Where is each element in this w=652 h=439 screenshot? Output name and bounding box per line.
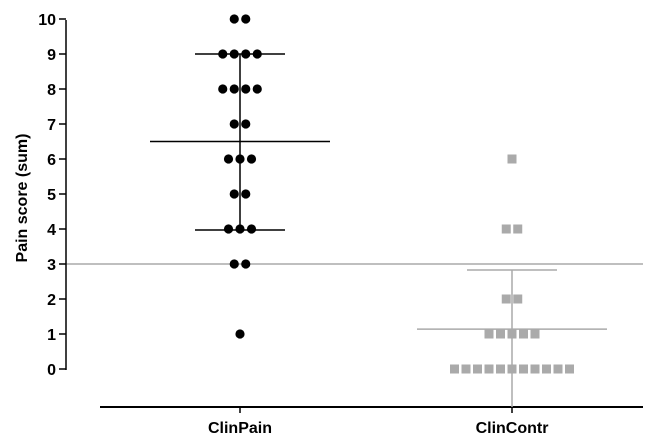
data-point (246, 224, 257, 234)
y-tick-label: 9 (47, 47, 56, 64)
data-point (507, 329, 517, 339)
data-point (501, 294, 511, 304)
x-category-label: ClinPain (208, 420, 272, 437)
data-point (507, 154, 517, 164)
data-point (241, 259, 251, 269)
data-point (519, 364, 528, 374)
data-point (229, 259, 239, 269)
y-tick-label: 10 (38, 12, 56, 29)
data-point (473, 364, 482, 374)
data-point (241, 189, 251, 199)
data-point (553, 364, 563, 374)
data-point (218, 49, 228, 59)
y-tick-label: 4 (47, 222, 56, 239)
x-category-labels: ClinPain ClinContr (208, 407, 548, 437)
data-point (519, 329, 528, 339)
data-point (252, 84, 262, 94)
data-point (241, 14, 251, 24)
data-point (450, 364, 459, 374)
data-point (530, 329, 540, 339)
y-tick-label: 0 (47, 362, 56, 379)
data-point (229, 189, 239, 199)
data-point (501, 224, 511, 234)
error-bars (150, 53, 607, 407)
data-point (542, 364, 551, 374)
y-tick-label: 2 (47, 292, 56, 309)
data-point (246, 154, 257, 164)
data-point (513, 224, 523, 234)
axes: Pain score (sum) (14, 20, 643, 408)
data-point (507, 364, 517, 374)
data-point (484, 364, 494, 374)
data-points (218, 14, 574, 374)
data-point (218, 84, 228, 94)
y-tick-label: 3 (47, 257, 56, 274)
x-category-label: ClinContr (476, 420, 549, 437)
data-point (235, 329, 245, 339)
data-point (223, 154, 234, 164)
y-axis-title: Pain score (sum) (14, 134, 31, 263)
data-point (565, 364, 574, 374)
data-point (241, 49, 251, 59)
data-point (496, 364, 505, 374)
data-point (235, 154, 245, 164)
data-point (229, 14, 239, 24)
data-point (229, 84, 239, 94)
y-ticks: 0 1 2 3 4 5 6 7 8 9 10 (38, 12, 66, 379)
data-point (484, 329, 494, 339)
y-tick-label: 6 (47, 152, 56, 169)
y-tick-label: 8 (47, 82, 56, 99)
data-point (223, 224, 234, 234)
y-tick-label: 1 (47, 327, 56, 344)
y-tick-label: 5 (47, 187, 56, 204)
data-point (496, 329, 505, 339)
data-point (461, 364, 471, 374)
y-tick-label: 7 (47, 117, 56, 134)
data-point (252, 49, 262, 59)
data-point (513, 294, 523, 304)
data-point (235, 224, 245, 234)
data-point (241, 119, 251, 129)
data-point (530, 364, 540, 374)
data-point (229, 119, 239, 129)
data-point (241, 84, 251, 94)
data-point (229, 49, 239, 59)
